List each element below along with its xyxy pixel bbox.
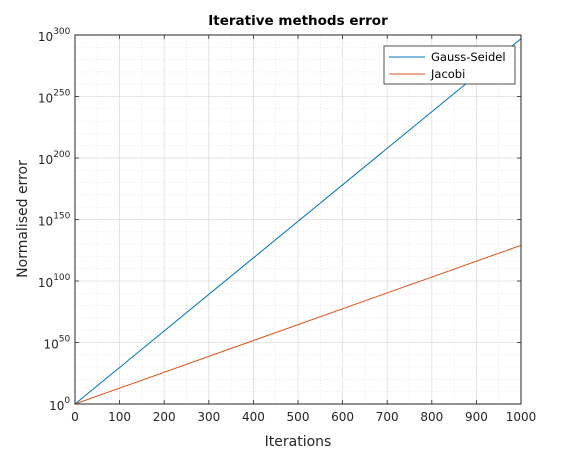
x-tick-label: 800 — [420, 410, 443, 424]
x-tick-label: 100 — [108, 410, 131, 424]
x-tick-label: 200 — [153, 410, 176, 424]
x-tick-label: 700 — [376, 410, 399, 424]
series-layer — [74, 38, 522, 405]
y-tick-label-base: 10 — [38, 215, 53, 229]
series-line-jacobi — [74, 244, 522, 405]
y-tick-label-exponent: 300 — [53, 27, 70, 37]
x-tick-label: 300 — [197, 410, 220, 424]
legend-label-jacobi: Jacobi — [430, 67, 465, 81]
x-tick-label: 400 — [242, 410, 265, 424]
x-axis-ticks: 0 100 200 300 400 500 600 700 800 900 1000 — [71, 35, 536, 424]
x-tick-label: 500 — [287, 410, 310, 424]
y-tick-label-exponent: 150 — [53, 212, 70, 222]
y-tick-label-exponent: 50 — [59, 335, 71, 345]
x-tick-label: 1000 — [506, 410, 537, 424]
chart-title: Iterative methods error — [208, 13, 388, 29]
y-tick-label-exponent: 200 — [53, 150, 70, 160]
y-tick-label-base: 10 — [38, 276, 53, 290]
x-tick-label: 0 — [71, 410, 79, 424]
y-tick-label-base: 10 — [49, 399, 64, 413]
legend: Gauss-Seidel Jacobi — [383, 45, 516, 85]
y-tick-label-base: 10 — [38, 92, 53, 106]
series-line-gauss-seidel — [74, 38, 522, 405]
y-tick-label-exponent: 100 — [53, 273, 70, 283]
y-tick-label-base: 10 — [44, 338, 59, 352]
y-tick-label-exponent: 0 — [64, 396, 70, 406]
y-tick-label-exponent: 250 — [53, 89, 70, 99]
x-axis-label: Iterations — [265, 434, 332, 450]
legend-label-gauss-seidel: Gauss-Seidel — [431, 50, 506, 64]
y-axis-label: Normalised error — [15, 160, 31, 278]
x-tick-label: 600 — [331, 410, 354, 424]
x-tick-label: 900 — [465, 410, 488, 424]
legend-box — [383, 45, 516, 85]
y-tick-label-base: 10 — [38, 153, 53, 167]
y-tick-label-base: 10 — [38, 30, 53, 44]
